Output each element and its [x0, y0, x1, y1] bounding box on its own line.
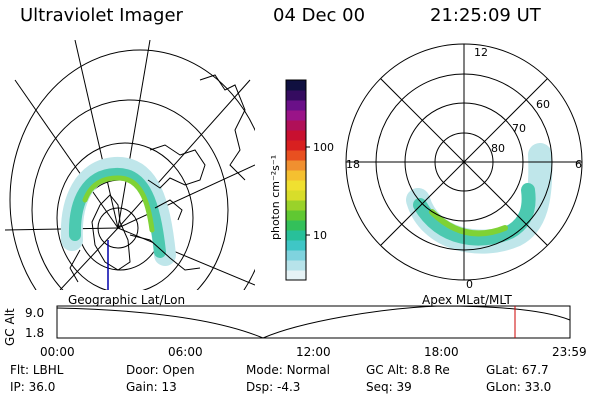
ip-label: IP: — [10, 380, 25, 394]
colorbar-unit-label: photon cm⁻²s⁻¹ — [269, 155, 282, 240]
lat-label-80: 80 — [491, 142, 505, 155]
mlt-label-top: 12 — [474, 46, 488, 59]
x-tick-0000: 00:00 — [40, 345, 75, 359]
seq-value: 39 — [396, 380, 412, 394]
colorbar-swatch — [286, 130, 306, 141]
seq-info: Seq: 39 — [366, 380, 412, 394]
apex-caption: Apex MLat/MLT — [422, 293, 512, 307]
colorbar-swatch — [286, 140, 306, 151]
y-tick-high: 9.0 — [25, 306, 44, 320]
meridian — [59, 227, 119, 290]
glon-label: GLon: — [486, 380, 521, 394]
colorbar-swatch — [286, 120, 306, 131]
observation-date: 04 Dec 00 — [273, 5, 366, 26]
lat-label-70: 70 — [512, 122, 526, 135]
mode-info: Mode: Normal — [246, 363, 330, 377]
mlt-label-left: 18 — [346, 158, 360, 171]
colorbar-swatch — [286, 210, 306, 221]
colorbar-swatch — [286, 240, 306, 251]
auroral-emission-right — [406, 143, 553, 254]
meridian — [117, 40, 151, 229]
lat-label-60: 60 — [536, 98, 550, 111]
colorbar-swatch — [286, 230, 306, 241]
door-value: Open — [162, 363, 195, 377]
gc-alt-curve — [56, 305, 571, 339]
colorbar-swatch — [286, 180, 306, 191]
door-info: Door: Open — [126, 363, 195, 377]
geographic-map — [4, 40, 255, 290]
gain-label: Gain: — [126, 380, 158, 394]
colorbar-tick-label-10: 10 — [313, 229, 327, 242]
filter-value: LBHL — [32, 363, 64, 377]
x-tick-1200: 12:00 — [296, 345, 331, 359]
colorbar-tick-label-100: 100 — [313, 141, 334, 154]
gc-alt-timeline: GC Alt 9.0 1.8 00:00 06:00 12:00 18:00 2… — [3, 305, 587, 359]
colorbar-swatch — [286, 150, 306, 161]
colorbar-swatch — [286, 260, 306, 271]
colorbar: 100 10 photon cm⁻²s⁻¹ — [269, 79, 334, 281]
geographic-caption: Geographic Lat/Lon — [68, 293, 185, 307]
colorbar-swatch — [286, 80, 306, 91]
gc-alt-label: GC Alt: — [366, 363, 408, 377]
lat-circle — [9, 49, 255, 290]
polar-plot: 12 18 6 0 60 70 80 — [345, 43, 583, 291]
gc-alt-axis-label: GC Alt — [3, 308, 17, 346]
door-label: Door: — [126, 363, 159, 377]
mode-value: Normal — [286, 363, 330, 377]
dsp-info: Dsp: -4.3 — [246, 380, 300, 394]
glon-info: GLon: 33.0 — [486, 380, 551, 394]
colorbar-swatch — [286, 100, 306, 111]
glat-label: GLat: — [486, 363, 519, 377]
mlt-label-bottom: 0 — [466, 278, 473, 291]
ip-info: IP: 36.0 — [10, 380, 55, 394]
gc-alt-value: 8.8 Re — [411, 363, 450, 377]
glat-info: GLat: 67.7 — [486, 363, 549, 377]
colorbar-swatch — [286, 160, 306, 171]
observation-time: 21:25:09 UT — [430, 5, 541, 26]
x-tick-2359: 23:59 — [552, 345, 587, 359]
seq-label: Seq: — [366, 380, 393, 394]
colorbar-swatch — [286, 250, 306, 261]
colorbar-swatch — [286, 190, 306, 201]
y-tick-low: 1.8 — [25, 326, 44, 340]
mode-label: Mode: — [246, 363, 283, 377]
lat-circle — [31, 99, 229, 290]
dsp-value: -4.3 — [276, 380, 301, 394]
meridian — [117, 164, 255, 229]
colorbar-swatch — [286, 170, 306, 181]
auroral-emission-left — [60, 157, 176, 266]
gain-info: Gain: 13 — [126, 380, 177, 394]
instrument-title: Ultraviolet Imager — [20, 5, 183, 26]
meridian — [117, 227, 255, 286]
x-tick-1800: 18:00 — [424, 345, 459, 359]
gc-alt-info: GC Alt: 8.8 Re — [366, 363, 450, 377]
x-tick-0600: 06:00 — [168, 345, 203, 359]
meridian — [14, 79, 119, 229]
coastlines — [69, 74, 246, 283]
filter-info: Flt: LBHL — [10, 363, 63, 377]
colorbar-swatch — [286, 270, 306, 281]
ip-value: 36.0 — [28, 380, 56, 394]
colorbar-swatch — [286, 200, 306, 211]
colorbar-swatch — [286, 110, 306, 121]
dsp-label: Dsp: — [246, 380, 274, 394]
filter-label: Flt: — [10, 363, 29, 377]
mlt-diag-2 — [380, 78, 548, 246]
glat-value: 67.7 — [521, 363, 549, 377]
colorbar-swatch — [286, 220, 306, 231]
gain-value: 13 — [161, 380, 177, 394]
colorbar-swatch — [286, 90, 306, 101]
glon-value: 33.0 — [524, 380, 552, 394]
lat-circle — [56, 142, 194, 290]
mlt-label-right: 6 — [575, 158, 582, 171]
